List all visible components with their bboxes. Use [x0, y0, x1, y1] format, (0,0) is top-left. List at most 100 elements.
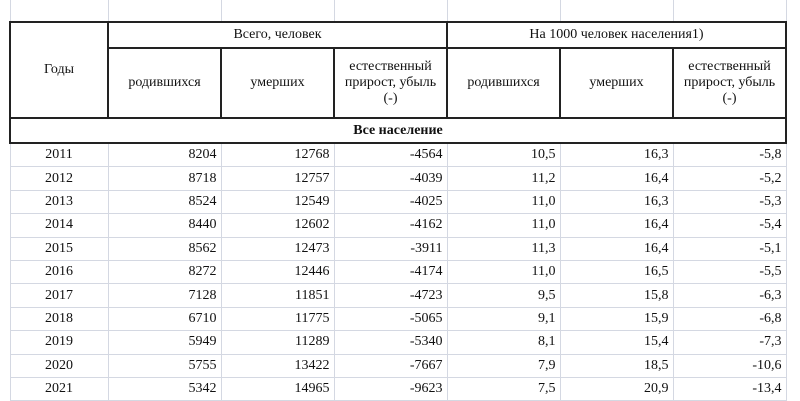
value-cell: 16,4: [559, 236, 674, 261]
empty-top-row: [9, 0, 787, 23]
value-cell: 8718: [107, 166, 222, 191]
table-row: 2012 8718 12757 -4039 11,2 16,4 -5,2: [9, 166, 787, 191]
year-cell: 2019: [9, 330, 109, 355]
value-cell: 11,3: [446, 236, 561, 261]
year-cell: 2012: [9, 166, 109, 191]
value-cell: -6,3: [672, 283, 787, 308]
value-cell: -3911: [333, 236, 448, 261]
group-header-row: Годы Всего, человек На 1000 человек насе…: [9, 21, 787, 119]
value-cell: 12473: [220, 236, 335, 261]
year-cell: 2018: [9, 306, 109, 332]
value-cell: 9,5: [446, 283, 561, 308]
value-cell: 8204: [107, 142, 222, 168]
value-cell: 16,4: [559, 213, 674, 238]
sub-header: умерших: [559, 47, 674, 119]
table-row: 2016 8272 12446 -4174 11,0 16,5 -5,5: [9, 259, 787, 285]
value-cell: 11851: [220, 283, 335, 308]
section-title: Все население: [9, 117, 787, 144]
year-cell: 2015: [9, 236, 109, 261]
value-cell: 12549: [220, 189, 335, 215]
value-cell: -4025: [333, 189, 448, 215]
value-cell: 11,0: [446, 189, 561, 215]
value-cell: 5755: [107, 353, 222, 378]
value-cell: 6710: [107, 306, 222, 332]
value-cell: 11,0: [446, 213, 561, 238]
value-cell: 7,5: [446, 376, 561, 401]
value-cell: -4162: [333, 213, 448, 238]
value-cell: 5949: [107, 330, 222, 355]
value-cell: -5,8: [672, 142, 787, 168]
table-row: 2017 7128 11851 -4723 9,5 15,8 -6,3: [9, 283, 787, 308]
value-cell: -5065: [333, 306, 448, 332]
year-cell: 2021: [9, 376, 109, 401]
value-cell: 11289: [220, 330, 335, 355]
value-cell: -5,4: [672, 213, 787, 238]
value-cell: 7,9: [446, 353, 561, 378]
value-cell: -5340: [333, 330, 448, 355]
sub-header: естественный прирост, убыль (-): [333, 47, 448, 119]
value-cell: 16,3: [559, 189, 674, 215]
year-cell: 2020: [9, 353, 109, 378]
value-cell: 20,9: [559, 376, 674, 401]
value-cell: 15,4: [559, 330, 674, 355]
sub-header-row: родившихся умерших естественный прирост,…: [10, 47, 787, 119]
value-cell: -10,6: [672, 353, 787, 378]
group-header-total: Всего, человек: [107, 21, 448, 49]
section-row: Все население: [9, 117, 787, 144]
value-cell: 14965: [220, 376, 335, 401]
group-header-per-1000: На 1000 человек населения1): [446, 21, 787, 49]
sub-header: родившихся: [107, 47, 222, 119]
value-cell: 8272: [107, 259, 222, 285]
sub-header: естественный прирост, убыль (-): [672, 47, 787, 119]
value-cell: 8,1: [446, 330, 561, 355]
year-cell: 2017: [9, 283, 109, 308]
table-row: 2021 5342 14965 -9623 7,5 20,9 -13,4: [9, 376, 787, 401]
value-cell: 12602: [220, 213, 335, 238]
table-row: 2013 8524 12549 -4025 11,0 16,3 -5,3: [9, 189, 787, 215]
year-cell: 2011: [9, 142, 109, 168]
value-cell: 11,0: [446, 259, 561, 285]
value-cell: 12768: [220, 142, 335, 168]
table-row: 2018 6710 11775 -5065 9,1 15,9 -6,8: [9, 306, 787, 332]
value-cell: 11775: [220, 306, 335, 332]
demographics-table: Годы Всего, человек На 1000 человек насе…: [9, 0, 787, 401]
year-cell: 2014: [9, 213, 109, 238]
value-cell: 15,9: [559, 306, 674, 332]
value-cell: 11,2: [446, 166, 561, 191]
sub-header: умерших: [220, 47, 335, 119]
value-cell: -5,2: [672, 166, 787, 191]
value-cell: 7128: [107, 283, 222, 308]
value-cell: -7667: [333, 353, 448, 378]
table-row: 2011 8204 12768 -4564 10,5 16,3 -5,8: [9, 142, 787, 168]
year-cell: 2013: [9, 189, 109, 215]
value-cell: 10,5: [446, 142, 561, 168]
value-cell: 8440: [107, 213, 222, 238]
value-cell: 8524: [107, 189, 222, 215]
value-cell: -4174: [333, 259, 448, 285]
value-cell: 8562: [107, 236, 222, 261]
table-row: 2020 5755 13422 -7667 7,9 18,5 -10,6: [9, 353, 787, 378]
table-row: 2019 5949 11289 -5340 8,1 15,4 -7,3: [9, 330, 787, 355]
value-cell: -4564: [333, 142, 448, 168]
value-cell: 13422: [220, 353, 335, 378]
value-cell: 16,4: [559, 166, 674, 191]
value-cell: 15,8: [559, 283, 674, 308]
value-cell: 18,5: [559, 353, 674, 378]
value-cell: -13,4: [672, 376, 787, 401]
value-cell: -5,3: [672, 189, 787, 215]
value-cell: 16,3: [559, 142, 674, 168]
value-cell: -9623: [333, 376, 448, 401]
value-cell: 5342: [107, 376, 222, 401]
value-cell: -5,5: [672, 259, 787, 285]
value-cell: -4723: [333, 283, 448, 308]
sub-header: родившихся: [446, 47, 561, 119]
value-cell: -4039: [333, 166, 448, 191]
value-cell: 12757: [220, 166, 335, 191]
value-cell: -6,8: [672, 306, 787, 332]
value-cell: -7,3: [672, 330, 787, 355]
year-cell: 2016: [9, 259, 109, 285]
value-cell: 12446: [220, 259, 335, 285]
table-row: 2014 8440 12602 -4162 11,0 16,4 -5,4: [9, 213, 787, 238]
year-header: Годы: [9, 21, 109, 119]
value-cell: 16,5: [559, 259, 674, 285]
